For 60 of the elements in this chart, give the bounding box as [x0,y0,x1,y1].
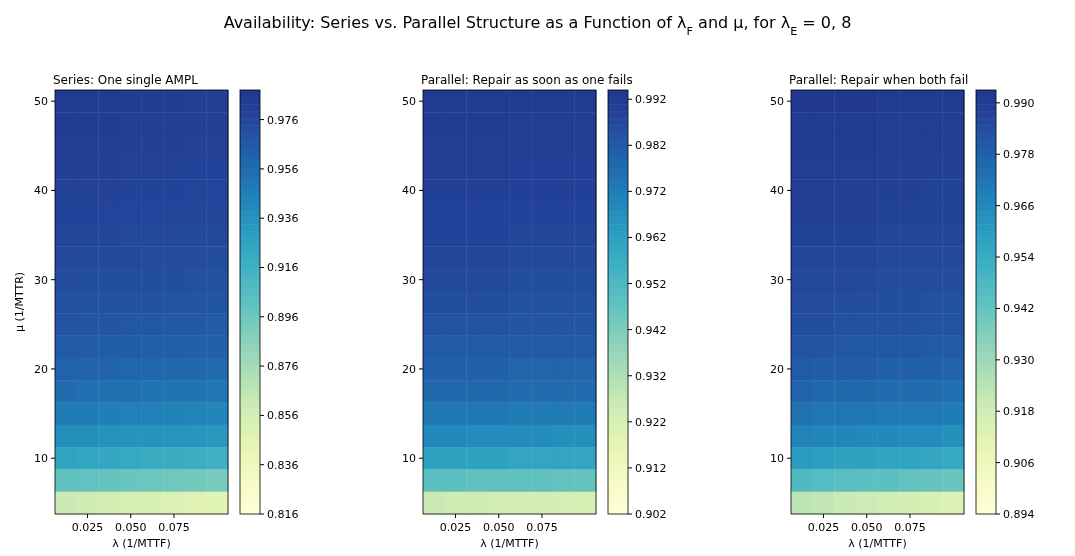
x-tick-label: 0.025 [807,521,840,534]
x-tick-label: 0.050 [114,521,147,534]
color-bar-label: 0.912 [635,461,667,475]
x-tick-label: 0.025 [439,521,472,534]
y-tick-label: 20 [402,362,416,376]
x-tick-label: 0.075 [526,521,558,534]
y-tick-label: 10 [34,452,48,466]
color-bar-label: 0.836 [267,458,299,472]
y-tick-label: 10 [402,452,416,466]
color-bar-label: 0.896 [267,310,299,324]
color-bar-label: 0.932 [635,369,667,383]
chart-title: Series: One single AMPL [53,73,199,87]
y-tick-label: 30 [770,273,784,287]
color-bar-label: 0.936 [267,212,299,226]
color-bar-label: 0.992 [635,93,667,107]
y-tick-label: 50 [34,95,48,109]
color-bar-label: 0.990 [1003,96,1035,110]
x-tick-label: 0.075 [158,521,190,534]
color-bar-label: 0.942 [1003,302,1035,316]
color-bar-label: 0.816 [267,508,299,521]
y-tick-label: 30 [402,273,416,287]
color-bar-label: 0.976 [267,113,299,127]
color-bar-label: 0.906 [1003,456,1035,470]
text: Availability: Series vs. Parallel Structure as a Function of λ$_{F}$ and μ, for λ$_{E}$ = 0, 8 [223,13,852,38]
chart-title: Parallel: Repair when both fail [789,73,969,87]
x-tick-label: 0.075 [894,521,926,534]
color-bar-label: 0.972 [635,185,667,199]
y-tick-label: 30 [34,273,48,287]
y-tick-label: 10 [770,452,784,466]
color-bar-label: 0.942 [635,323,667,337]
color-bar-label: 0.916 [267,261,299,275]
y-tick-label: 40 [770,184,784,198]
color-bar-label: 0.952 [635,277,667,291]
y-tick-label: 40 [402,184,416,198]
color-bar-label: 0.954 [1003,251,1035,265]
x-tick-label: 0.050 [850,521,883,534]
color-bar-label: 0.962 [635,231,667,245]
color-bar-label: 0.922 [635,415,667,429]
y-tick-label: 20 [34,362,48,376]
y-tick-label: 50 [402,95,416,109]
y-tick-label: 50 [770,95,784,109]
x-axis-title: λ (1/MTTF) [480,537,539,550]
color-bar-label: 0.978 [1003,148,1035,162]
y-tick-label: 40 [34,184,48,198]
color-bar-label: 0.956 [267,162,299,176]
color-bar-label: 0.918 [1003,405,1035,419]
color-bar-label: 0.856 [267,409,299,423]
color-bar-label: 0.966 [1003,199,1035,213]
x-tick-label: 0.025 [71,521,104,534]
y-tick-label: 20 [770,362,784,376]
color-bar-label: 0.876 [267,360,299,374]
color-bar-label: 0.894 [1003,508,1035,521]
color-bar-label: 0.902 [635,508,667,521]
color-bar-label: 0.930 [1003,353,1035,367]
color-bar-label: 0.982 [635,139,667,153]
chart-title: Parallel: Repair as soon as one fails [421,73,633,87]
y-axis-title: μ (1/MTTR) [13,271,26,333]
x-tick-label: 0.050 [482,521,515,534]
x-axis-title: λ (1/MTTF) [112,537,171,550]
x-axis-title: λ (1/MTTF) [848,537,907,550]
